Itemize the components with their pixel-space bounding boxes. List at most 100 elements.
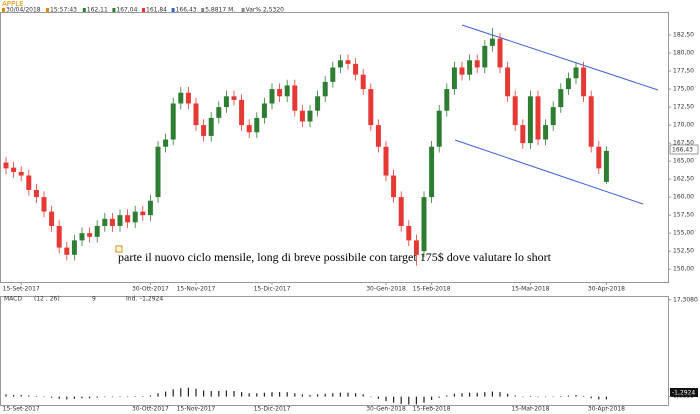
candle-body	[102, 218, 108, 226]
header-field: 15:57:43	[50, 7, 77, 14]
macd-bar	[484, 392, 486, 397]
macd-bar	[210, 391, 212, 397]
macd-bar	[157, 393, 159, 397]
header-icon	[142, 8, 145, 12]
macd-bar	[172, 389, 174, 397]
candle-body	[383, 146, 389, 176]
candle-body	[239, 99, 245, 126]
candle-body	[94, 225, 100, 237]
candle-body	[284, 85, 290, 97]
candle-body	[216, 107, 222, 118]
candle-body	[550, 107, 556, 126]
macd-bar	[66, 396, 68, 400]
header-icon	[2, 8, 5, 12]
y-tick-label: 160,00	[673, 194, 694, 201]
macd-bar	[96, 396, 98, 398]
candle-body	[269, 89, 275, 104]
candle-body	[489, 38, 495, 46]
macd-bar	[271, 392, 273, 397]
candle-body	[87, 233, 93, 237]
header-field: 162,11	[87, 7, 108, 14]
macd-bar	[248, 393, 250, 397]
macd-bar	[385, 396, 387, 402]
trend-line	[461, 24, 659, 91]
candle-body	[337, 60, 343, 68]
y-tick-label: 162,50	[673, 176, 694, 183]
candle-body	[581, 67, 587, 97]
macd-bar	[28, 395, 30, 397]
macd-bar	[256, 393, 258, 397]
macd-bar	[51, 396, 53, 398]
candle-body	[299, 110, 305, 122]
candle-body	[558, 89, 564, 108]
price-tag	[669, 144, 699, 155]
macd-bar	[241, 392, 243, 397]
x-tick-label: 15-Nov-2017	[177, 286, 216, 293]
macd-bar	[583, 396, 585, 397]
macd-bar	[81, 396, 83, 399]
macd-bar	[180, 388, 182, 397]
macd-bar	[279, 392, 281, 397]
macd-bar	[355, 393, 357, 397]
y-tick-label: 150,00	[673, 266, 694, 273]
macd-bar	[499, 392, 501, 397]
header-field: Var% 2,5320	[246, 7, 285, 14]
candle-body	[451, 67, 457, 90]
x-tick-label: 15-Dic-2017	[254, 406, 291, 413]
macd-bar	[111, 396, 113, 398]
candle-body	[444, 89, 450, 111]
macd-bar	[491, 391, 493, 397]
x-tick-label: 15-Feb-2018	[413, 406, 451, 413]
macd-tag-label: -1,2924	[672, 390, 695, 397]
x-tick-label: 15-Mar-2018	[511, 286, 549, 293]
candle-body	[246, 125, 252, 133]
y-tick-label: 180,00	[673, 50, 694, 57]
candle-body	[375, 125, 381, 147]
macd-bar	[332, 393, 334, 397]
candle-body	[565, 78, 571, 90]
macd-bar	[362, 394, 364, 397]
macd-bar	[605, 396, 607, 400]
macd-bar	[195, 388, 197, 397]
candle-body	[208, 117, 214, 136]
macd-bar	[5, 394, 7, 397]
macd-bar	[431, 396, 433, 400]
candle-body	[482, 45, 488, 68]
macd-bar	[598, 396, 600, 400]
candle-body	[406, 225, 412, 241]
macd-bar	[339, 392, 341, 397]
candle-body	[11, 167, 17, 172]
x-tick-label: 30-Apr-2018	[588, 406, 625, 413]
macd-bar	[309, 394, 311, 397]
macd-tag	[670, 388, 698, 397]
candle-body	[155, 146, 161, 198]
x-tick-label: 15-Set-2017	[3, 286, 40, 293]
header-field: 166,43	[176, 7, 197, 14]
macd-bar	[301, 394, 303, 397]
macd-bar	[461, 393, 463, 397]
candle-body	[398, 197, 404, 226]
macd-bar	[142, 396, 144, 397]
macd-bar	[43, 396, 45, 398]
header-field: 30/04/2018	[6, 7, 41, 14]
candle-body	[178, 92, 184, 104]
macd-bar	[575, 394, 577, 397]
candle-body	[79, 233, 85, 241]
header-icon	[241, 8, 245, 12]
title: APPLE	[2, 0, 24, 8]
macd-bar	[13, 394, 15, 397]
macd-bar	[446, 395, 448, 397]
x-tick-label: 15-Nov-2017	[177, 406, 216, 413]
candle-body	[391, 175, 397, 198]
candle-body	[512, 96, 518, 126]
x-tick-label: 30-Gen-2018	[366, 406, 406, 413]
x-tick-label: 30-Ott-2017	[132, 286, 169, 293]
macd-bar	[469, 392, 471, 397]
macd-bar	[415, 396, 417, 405]
macd-bar	[347, 392, 349, 397]
macd-bar	[225, 390, 227, 397]
candle-body	[330, 67, 336, 82]
macd-bar	[187, 387, 189, 397]
macd-bar	[119, 396, 121, 398]
